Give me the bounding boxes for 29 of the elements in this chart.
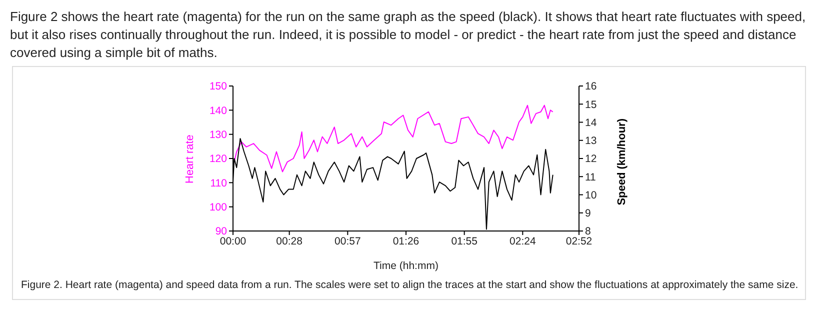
y-tick-label: 110 — [210, 177, 228, 190]
y2-tick-label: 12 — [585, 153, 597, 166]
x-tick-label: 01:26 — [392, 235, 420, 248]
caption: Figure 2. Heart rate (magenta) and speed data from a run. The scales were set to align the traces at the start and show the fluctuations at approximately the same size. — [21, 279, 800, 291]
line-series — [233, 104, 554, 172]
y2-tick-label: 16 — [585, 80, 597, 93]
chart-title: Figure 2 shows the heart rate (magenta) for the run on the same graph as the speed (black). It shows that heart rate fluctuates with speed, but it also rises continually throughout the run. Indeed, it is possible to model - or predict - the heart rate from just the speed and distance covered using a simple bit of maths. — [10, 8, 807, 62]
y-tick-label: 90 — [215, 226, 228, 238]
x-tick-label: 01:55 — [451, 235, 478, 248]
y2-tick-label: 10 — [585, 189, 597, 202]
y-axis-title: Heart rate — [184, 134, 196, 184]
y2-tick-label: 14 — [585, 116, 597, 129]
y-tick-label: 130 — [209, 129, 228, 142]
y-tick-label: 140 — [209, 104, 228, 117]
x-tick-label: 02:52 — [566, 235, 592, 248]
x-tick-label: 00:00 — [220, 235, 246, 248]
y2-axis-title: Speed (km/hour) — [616, 118, 628, 206]
y-tick-label: 150 — [209, 80, 228, 93]
x-axis-title: Time (hh:mm) — [374, 260, 438, 272]
y2-tick-label: 13 — [585, 135, 597, 148]
y2-tick-label: 9 — [585, 208, 591, 220]
y-tick-label: 120 — [209, 153, 228, 166]
x-tick-label: 00:28 — [276, 235, 303, 248]
y2-tick-label: 11 — [585, 171, 596, 184]
x-tick-label: 00:57 — [334, 235, 361, 248]
y-tick-label: 100 — [209, 202, 228, 214]
x-tick-label: 02:24 — [510, 235, 536, 248]
y2-tick-label: 8 — [585, 226, 591, 238]
y2-tick-label: 15 — [585, 98, 597, 111]
